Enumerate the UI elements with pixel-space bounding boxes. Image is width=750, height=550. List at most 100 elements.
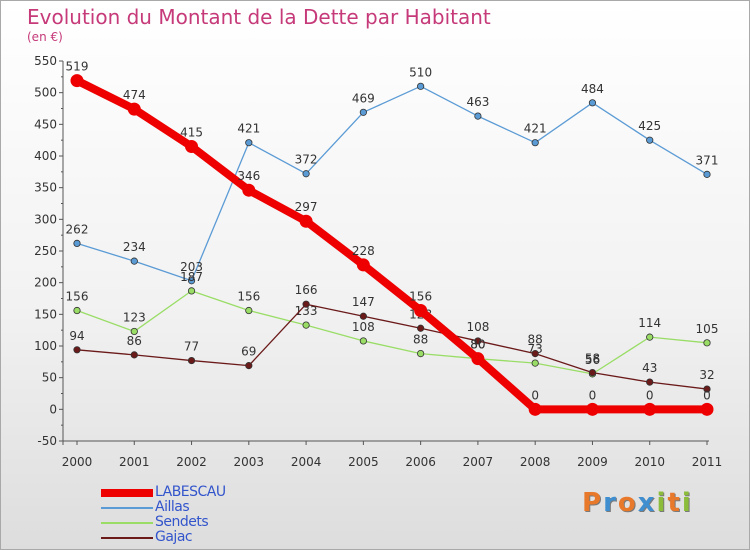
data-label-labescau: 297 bbox=[295, 200, 318, 214]
data-point-sendets bbox=[703, 339, 711, 347]
data-label-labescau: 156 bbox=[409, 290, 432, 304]
data-label-aillas: 463 bbox=[466, 95, 489, 109]
y-tick-label: 450 bbox=[34, 117, 57, 131]
x-tick-label: 2004 bbox=[291, 455, 322, 469]
data-point-aillas bbox=[245, 139, 253, 147]
data-point-labescau bbox=[242, 183, 256, 197]
data-point-aillas bbox=[302, 170, 310, 178]
data-point-gajac bbox=[474, 337, 482, 345]
logo-letter: i bbox=[656, 488, 668, 518]
y-tick-label: 200 bbox=[34, 276, 57, 290]
data-point-gajac bbox=[130, 351, 138, 359]
x-tick-label: 2010 bbox=[634, 455, 665, 469]
legend-swatch-gajac bbox=[101, 537, 153, 539]
series-line-sendets bbox=[76, 290, 708, 375]
y-tick-label: 150 bbox=[34, 307, 57, 321]
y-tick-label: 300 bbox=[34, 212, 57, 226]
legend-swatch-labescau bbox=[101, 489, 153, 497]
data-point-sendets bbox=[531, 359, 539, 367]
series-line-gajac bbox=[76, 303, 708, 390]
y-tick-label: 250 bbox=[34, 244, 57, 258]
data-label-labescau: 0 bbox=[589, 388, 597, 402]
x-tick-label: 2000 bbox=[62, 455, 93, 469]
y-tick-label: 400 bbox=[34, 149, 57, 163]
x-tick-label: 2011 bbox=[692, 455, 723, 469]
data-label-sendets: 156 bbox=[66, 290, 89, 304]
data-point-labescau bbox=[414, 304, 428, 318]
data-point-labescau bbox=[471, 352, 485, 366]
data-point-labescau bbox=[585, 402, 599, 416]
data-label-sendets: 56 bbox=[585, 353, 600, 367]
data-label-gajac: 69 bbox=[241, 345, 256, 359]
series-line-labescau bbox=[73, 76, 711, 414]
data-point-labescau bbox=[356, 258, 370, 272]
x-tick-label: 2006 bbox=[405, 455, 436, 469]
y-tick-label: 550 bbox=[34, 54, 57, 68]
data-label-labescau: 519 bbox=[66, 60, 89, 74]
data-point-aillas bbox=[531, 139, 539, 147]
logo-letter: o bbox=[617, 488, 638, 518]
data-point-gajac bbox=[646, 378, 654, 386]
data-label-labescau: 228 bbox=[352, 244, 375, 258]
data-label-gajac: 147 bbox=[352, 295, 375, 309]
legend-label-aillas: Aillas bbox=[155, 499, 190, 515]
data-point-sendets bbox=[302, 321, 310, 329]
logo-letter: x bbox=[637, 488, 657, 518]
data-point-aillas bbox=[417, 82, 425, 90]
y-tick-label: 100 bbox=[34, 339, 57, 353]
data-point-gajac bbox=[245, 362, 253, 370]
data-point-sendets bbox=[359, 337, 367, 345]
data-label-labescau: 474 bbox=[123, 88, 146, 102]
data-label-labescau: 0 bbox=[646, 388, 654, 402]
data-label-aillas: 371 bbox=[696, 153, 719, 167]
logo-letter: t bbox=[667, 488, 682, 518]
data-label-gajac: 88 bbox=[528, 333, 543, 347]
data-point-sendets bbox=[646, 333, 654, 341]
data-label-aillas: 510 bbox=[409, 65, 432, 79]
y-tick-label: 500 bbox=[34, 86, 57, 100]
logo-letter: P bbox=[582, 488, 604, 518]
data-label-aillas: 421 bbox=[237, 122, 260, 136]
data-point-labescau bbox=[185, 140, 199, 153]
data-point-gajac bbox=[417, 324, 425, 332]
data-label-sendets: 105 bbox=[696, 322, 719, 336]
legend-swatch-sendets bbox=[101, 522, 153, 524]
data-label-gajac: 94 bbox=[69, 329, 84, 343]
chart-title: Evolution du Montant de la Dette par Hab… bbox=[27, 5, 491, 29]
data-point-labescau bbox=[700, 402, 714, 416]
data-label-labescau: 346 bbox=[237, 169, 260, 183]
data-point-sendets bbox=[187, 287, 196, 295]
y-tick-label: 50 bbox=[42, 371, 57, 385]
data-label-gajac: 43 bbox=[642, 361, 657, 375]
data-label-aillas: 262 bbox=[66, 222, 89, 236]
data-point-aillas bbox=[646, 136, 654, 144]
data-point-labescau bbox=[528, 402, 542, 416]
data-point-aillas bbox=[588, 99, 597, 107]
data-label-sendets: 88 bbox=[413, 333, 428, 347]
data-label-aillas: 421 bbox=[524, 122, 547, 136]
legend-label-sendets: Sendets bbox=[155, 514, 209, 530]
data-label-labescau: 415 bbox=[180, 126, 203, 140]
data-label-labescau: 0 bbox=[531, 388, 539, 402]
logo-letter: i bbox=[681, 488, 693, 518]
data-label-labescau: 80 bbox=[470, 338, 485, 352]
y-tick-label: -50 bbox=[37, 434, 57, 448]
data-point-aillas bbox=[73, 239, 81, 247]
data-label-aillas: 372 bbox=[295, 153, 318, 167]
data-point-gajac bbox=[703, 385, 711, 393]
y-tick-label: 0 bbox=[49, 402, 57, 416]
series-line-aillas bbox=[76, 85, 708, 282]
data-label-sendets: 123 bbox=[123, 310, 146, 324]
data-point-labescau bbox=[643, 402, 657, 416]
data-label-sendets: 133 bbox=[295, 304, 318, 318]
data-label-gajac: 166 bbox=[295, 283, 318, 297]
data-label-aillas: 469 bbox=[352, 91, 375, 105]
data-point-sendets bbox=[417, 349, 425, 358]
x-tick-label: 2008 bbox=[520, 455, 551, 469]
data-label-aillas: 234 bbox=[123, 240, 146, 254]
data-label-sendets: 187 bbox=[180, 270, 203, 284]
chart-subtitle: (en €) bbox=[27, 30, 63, 44]
legend-swatch-aillas bbox=[101, 507, 153, 509]
data-label-gajac: 77 bbox=[184, 340, 199, 354]
data-point-gajac bbox=[302, 300, 310, 308]
